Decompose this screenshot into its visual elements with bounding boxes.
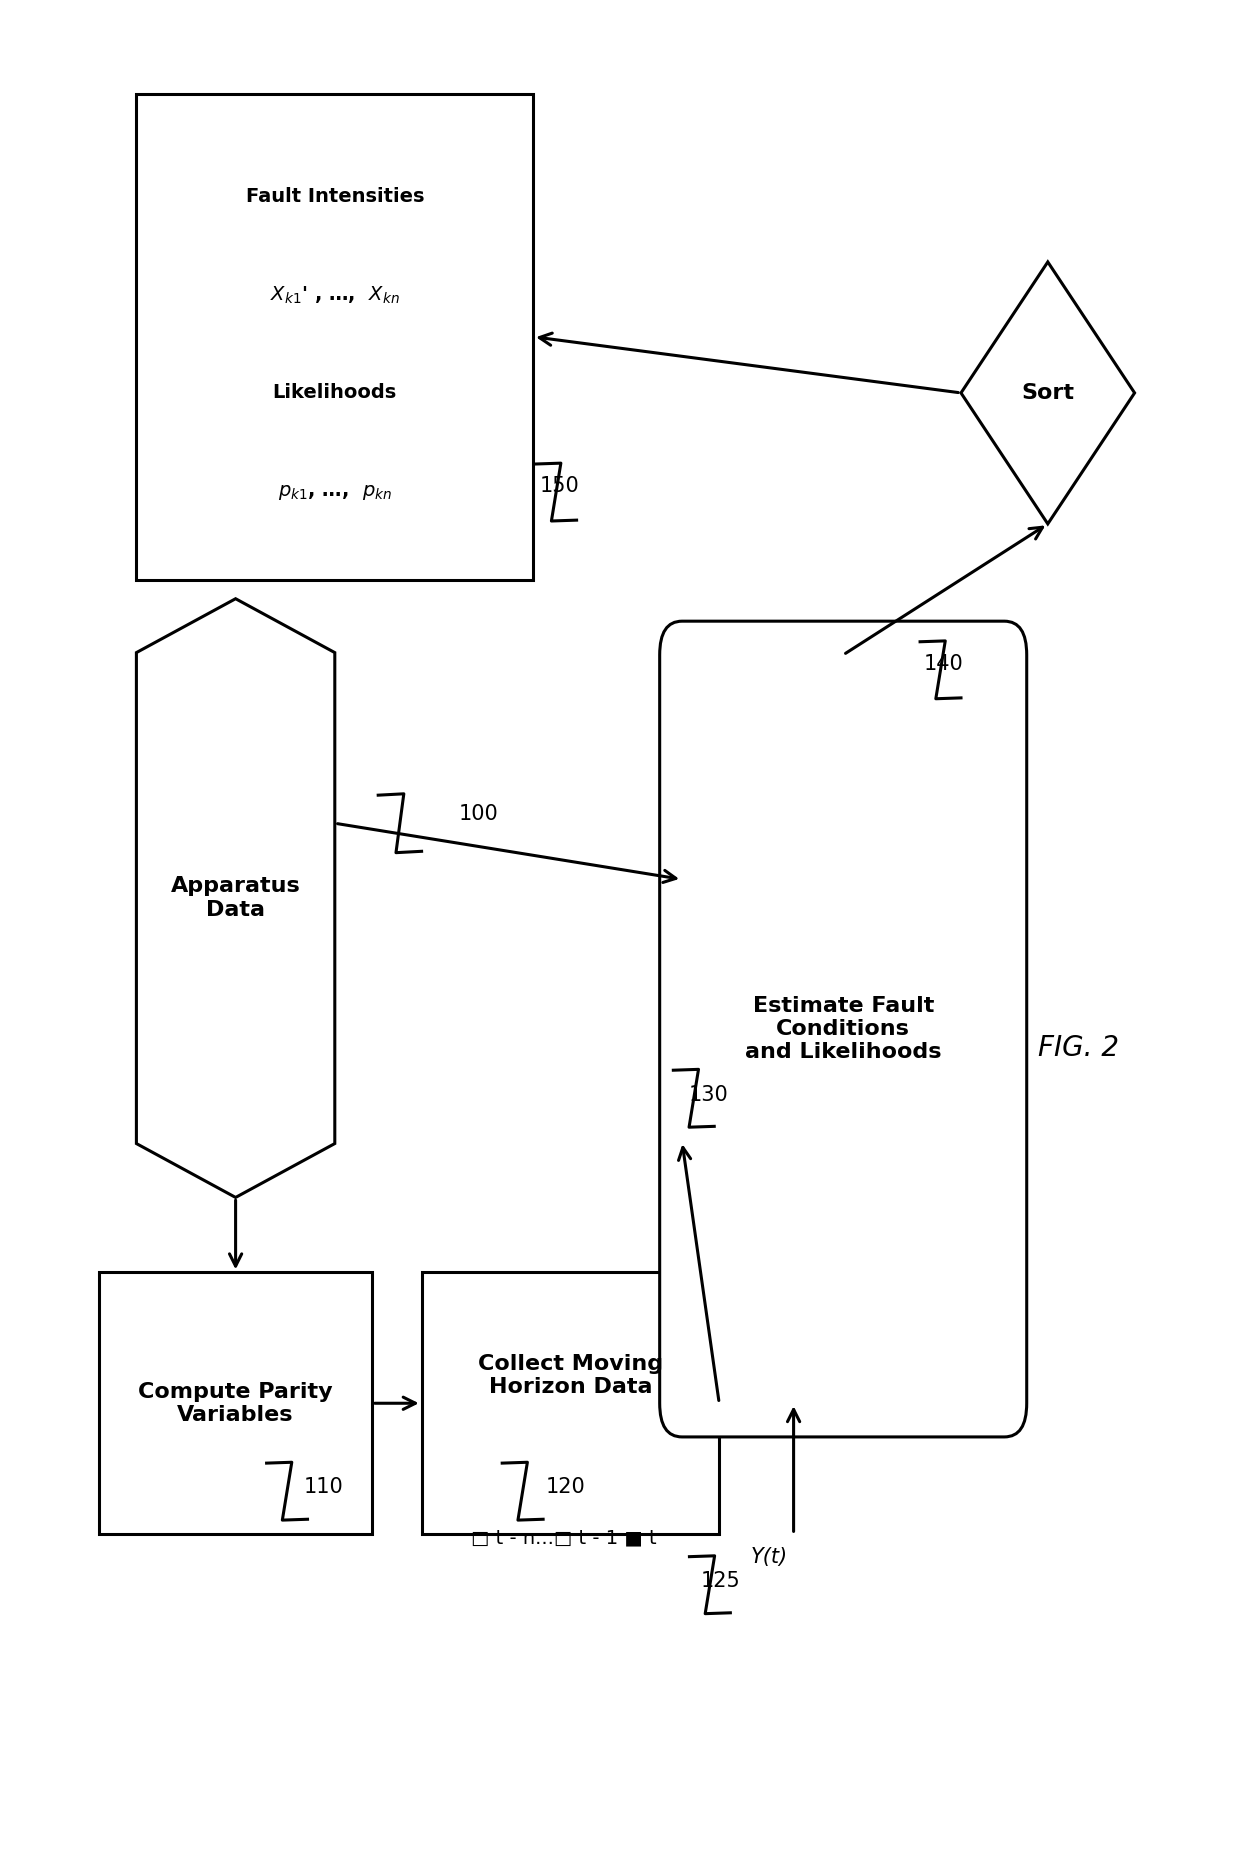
FancyBboxPatch shape bbox=[660, 621, 1027, 1437]
Text: 150: 150 bbox=[539, 477, 579, 496]
Text: Likelihoods: Likelihoods bbox=[273, 384, 397, 402]
Text: 130: 130 bbox=[688, 1085, 728, 1104]
Bar bbox=[99, 1272, 372, 1534]
Text: $p_{k1}$, …,  $p_{kn}$: $p_{k1}$, …, $p_{kn}$ bbox=[278, 483, 392, 501]
Text: 140: 140 bbox=[924, 655, 963, 674]
Text: Sort: Sort bbox=[1022, 384, 1074, 402]
Text: 100: 100 bbox=[459, 805, 498, 823]
Text: 110: 110 bbox=[304, 1478, 343, 1497]
Bar bbox=[136, 94, 533, 580]
Polygon shape bbox=[961, 262, 1135, 524]
Text: $X_{k1}$' , …,  $X_{kn}$: $X_{k1}$' , …, $X_{kn}$ bbox=[270, 284, 399, 307]
Text: Compute Parity
Variables: Compute Parity Variables bbox=[139, 1381, 332, 1426]
Text: □ t - n...□ t - 1 ■ t: □ t - n...□ t - 1 ■ t bbox=[471, 1529, 657, 1547]
Text: FIG. 2: FIG. 2 bbox=[1038, 1035, 1120, 1061]
Text: 125: 125 bbox=[701, 1572, 740, 1590]
Text: Y(t): Y(t) bbox=[750, 1547, 787, 1566]
Text: Apparatus
Data: Apparatus Data bbox=[171, 876, 300, 921]
Text: Collect Moving
Horizon Data: Collect Moving Horizon Data bbox=[477, 1353, 663, 1398]
Text: 120: 120 bbox=[546, 1478, 585, 1497]
Text: Fault Intensities: Fault Intensities bbox=[246, 187, 424, 206]
Bar bbox=[422, 1272, 719, 1534]
Text: Estimate Fault
Conditions
and Likelihoods: Estimate Fault Conditions and Likelihood… bbox=[745, 995, 941, 1063]
Polygon shape bbox=[136, 599, 335, 1197]
